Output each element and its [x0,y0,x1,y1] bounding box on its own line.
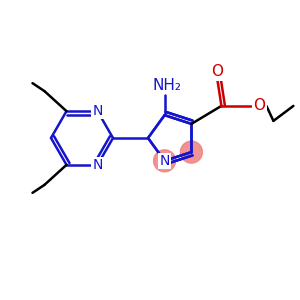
Text: N: N [92,158,103,172]
Text: NH₂: NH₂ [152,78,181,93]
Text: N: N [159,154,170,168]
Circle shape [180,141,202,163]
Text: N: N [159,154,170,168]
Text: N: N [92,104,103,118]
Text: O: O [212,64,224,80]
Text: O: O [254,98,266,113]
Circle shape [154,150,175,172]
